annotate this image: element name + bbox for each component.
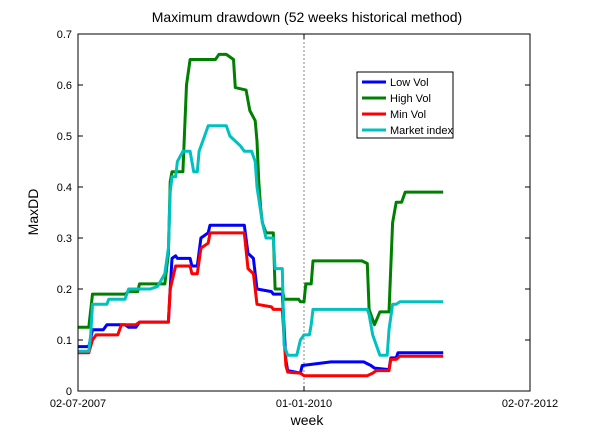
y-axis: 0 0.1 0.2 0.3 0.4 0.5 0.6 0.7 (57, 29, 530, 398)
series-line-min-vol (78, 231, 444, 378)
series-layer (78, 52, 444, 378)
chart-title: Maximum drawdown (52 weeks historical me… (152, 9, 462, 25)
series-line-low-vol (78, 223, 444, 375)
y-tick-label: 0.1 (57, 335, 72, 347)
legend: Low Vol High Vol Min Vol Market index (356, 71, 454, 139)
y-tick-label: 0 (66, 386, 72, 398)
x-tick-label: 02-07-2012 (502, 398, 558, 410)
x-tick-label: 02-07-2007 (50, 398, 106, 410)
x-axis: 02-07-2007 01-01-2010 02-07-2012 (50, 34, 558, 410)
y-tick-label: 0.5 (57, 131, 72, 143)
x-tick-label: 01-01-2010 (276, 398, 332, 410)
y-tick-label: 0.6 (57, 80, 72, 92)
series-line-market-index (78, 124, 444, 357)
legend-label: Min Vol (390, 109, 426, 121)
x-axis-title: week (290, 412, 325, 428)
y-axis-title: MaxDD (25, 189, 41, 236)
y-tick-label: 0.4 (57, 182, 72, 194)
y-tick-label: 0.3 (57, 233, 72, 245)
y-tick-label: 0.7 (57, 29, 72, 41)
legend-label: High Vol (390, 93, 431, 105)
legend-label: Low Vol (390, 77, 429, 89)
y-tick-label: 0.2 (57, 284, 72, 296)
legend-label: Market index (390, 125, 453, 137)
